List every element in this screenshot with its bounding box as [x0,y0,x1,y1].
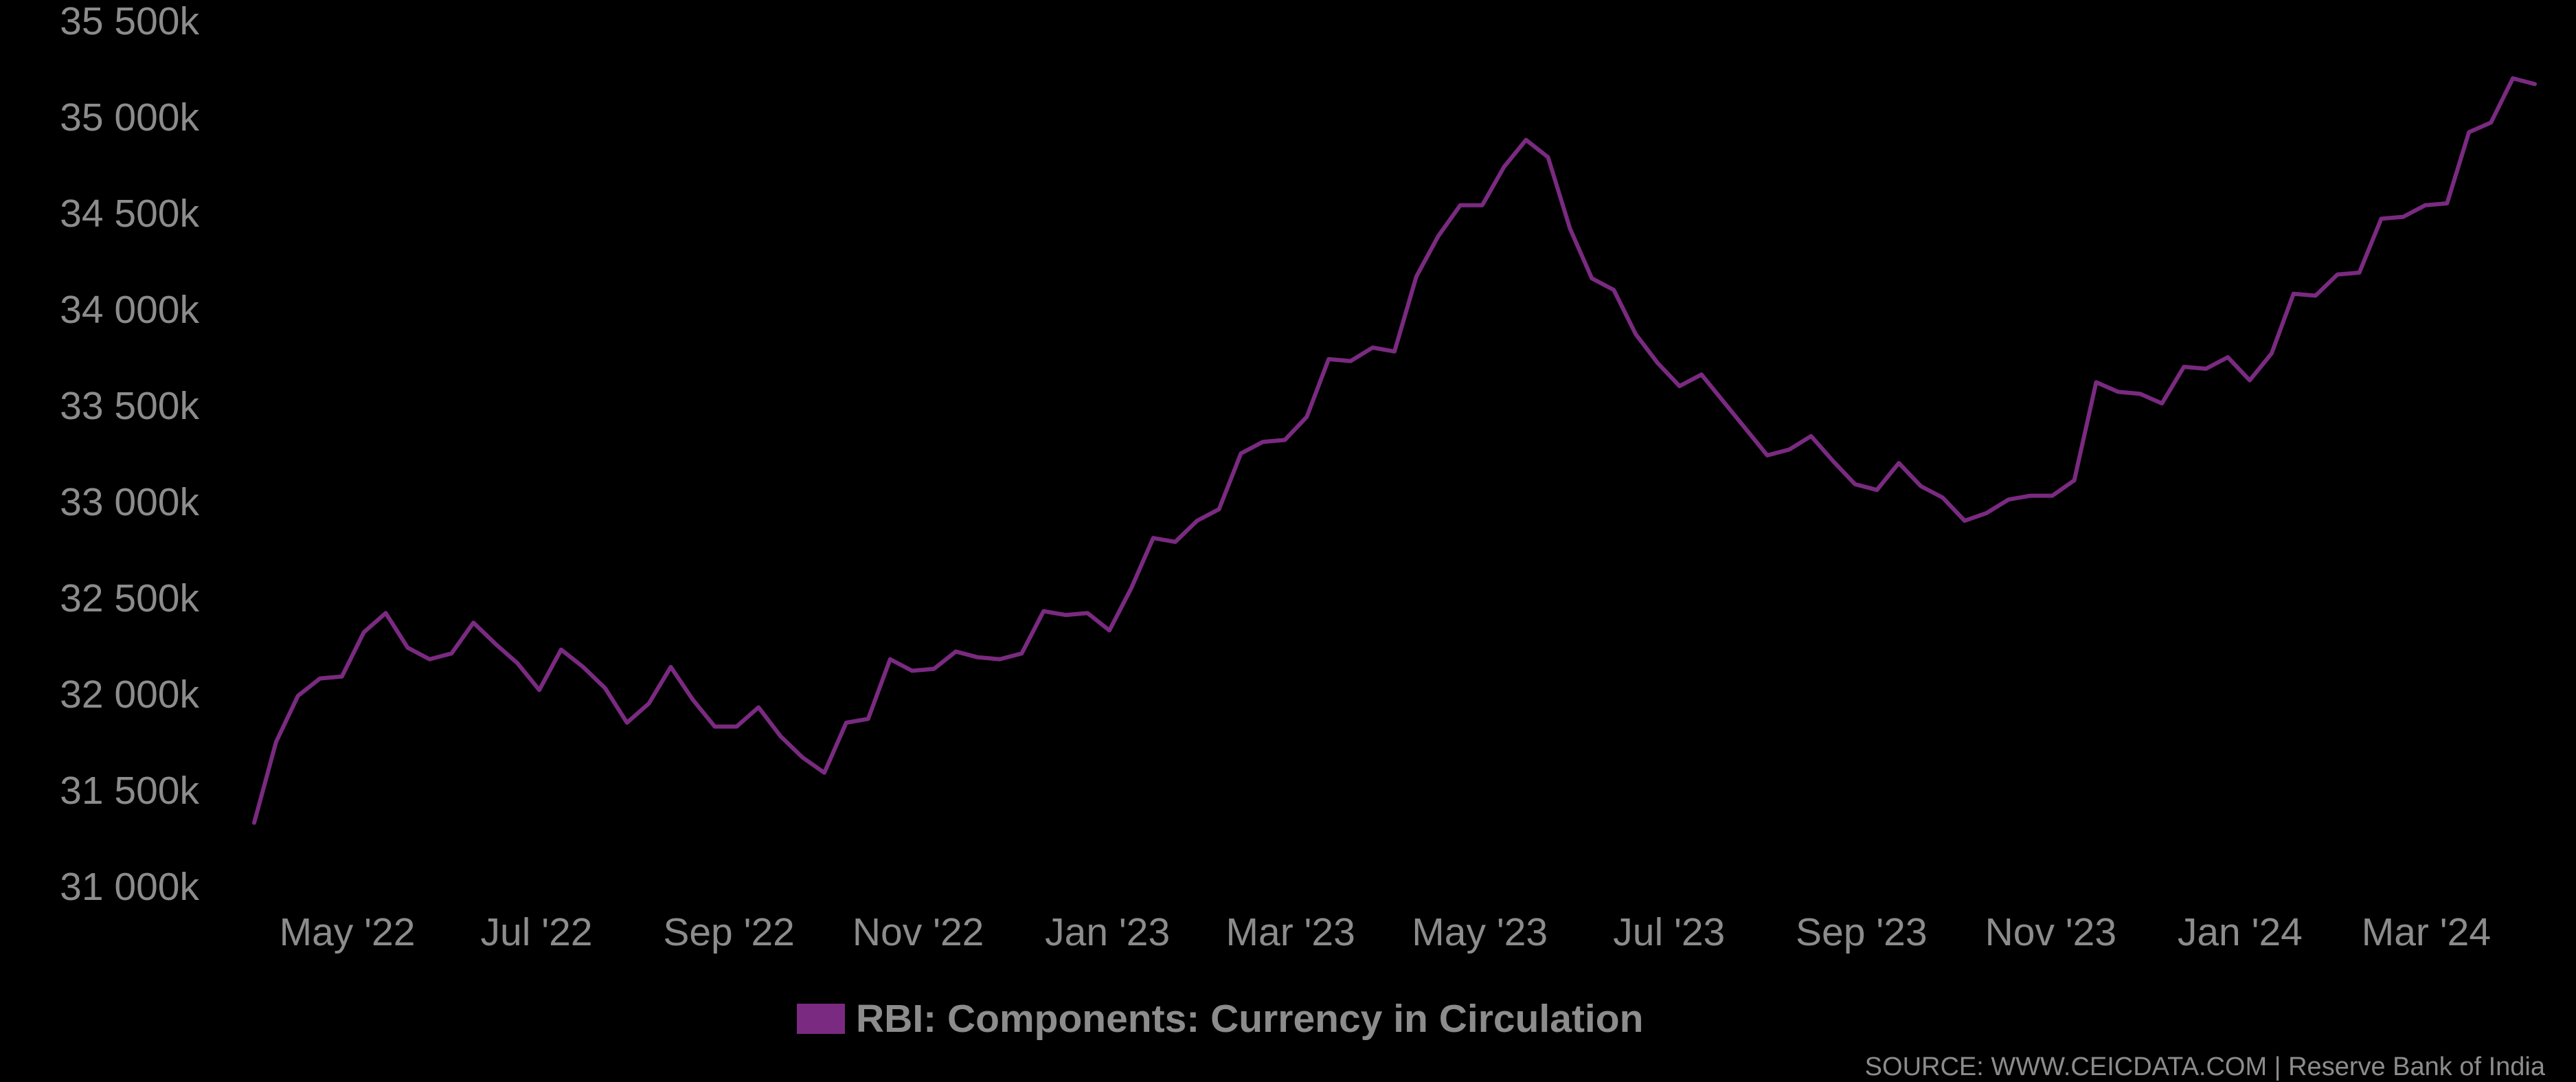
y-tick-label: 34 500k [60,192,199,236]
x-tick-label: Jan '23 [1045,910,1170,954]
x-tick-label: Mar '23 [1226,910,1355,954]
legend-swatch [797,1004,845,1034]
x-tick-label: Sep '23 [1796,910,1928,954]
x-tick-label: Mar '24 [2362,910,2491,954]
series-line [252,76,2537,825]
y-tick-label: 32 000k [60,673,199,717]
legend-label: RBI: Components: Currency in Circulation [856,997,1644,1041]
x-tick-label: Sep '22 [663,910,795,954]
x-tick-label: Jul '23 [1613,910,1725,954]
y-tick-label: 31 000k [60,865,199,909]
chart-legend: RBI: Components: Currency in Circulation [797,996,1643,1041]
x-tick-label: Jul '22 [481,910,593,954]
y-tick-label: 32 500k [60,576,199,620]
x-tick-label: Nov '22 [852,910,984,954]
y-axis: 31 000k 31 500k 32 000k 32 500k 33 000k 33 50… [60,0,199,909]
x-tick-label: May '22 [280,910,416,954]
source-note: SOURCE: WWW.CEICDATA.COM | Reserve Bank … [1864,1052,2545,1081]
x-tick-label: May '23 [1412,910,1548,954]
series-layer [252,76,2537,825]
y-tick-label: 31 500k [60,769,199,813]
y-tick-label: 35 500k [60,0,199,43]
x-axis: May '22 Jul '22 Sep '22 Nov '22 Jan '23 Mar '… [280,910,2491,954]
x-tick-label: Jan '24 [2178,910,2303,954]
y-tick-label: 33 500k [60,384,199,428]
y-tick-label: 33 000k [60,480,199,524]
x-tick-label: Nov '23 [1985,910,2116,954]
y-tick-label: 35 000k [60,95,199,139]
y-tick-label: 34 000k [60,288,199,332]
